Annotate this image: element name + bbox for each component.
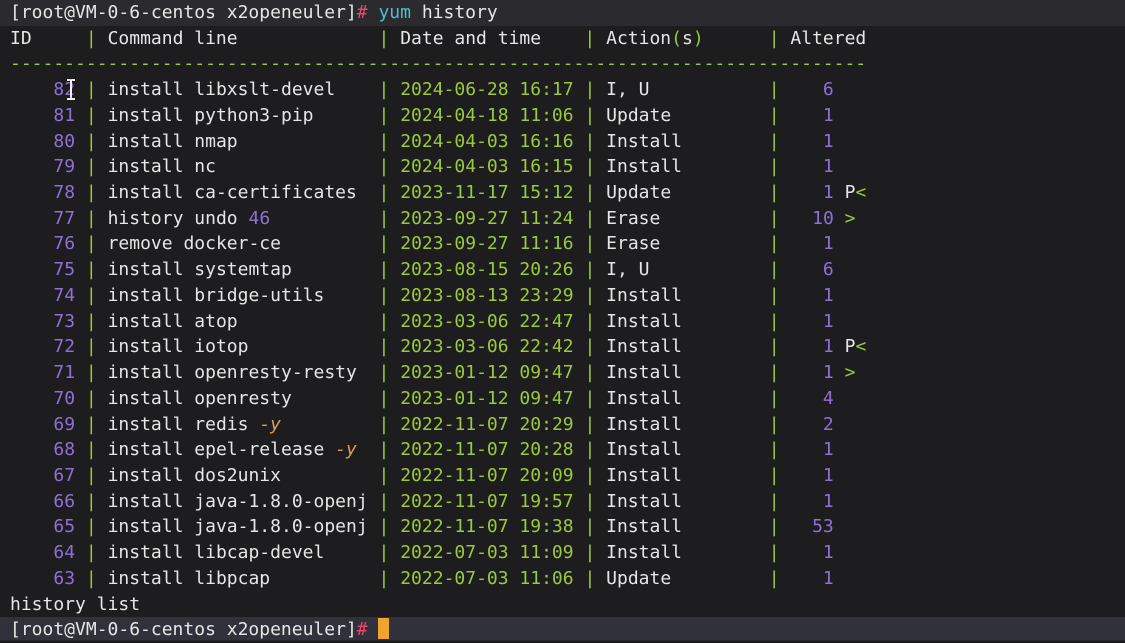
prompt-line-top: [root@VM-0-6-centos x2openeuler]# yum hi… (0, 0, 1125, 26)
history-row-73: 73 | install atop | 2023-03-06 22:47 | I… (53, 310, 834, 332)
history-row-64: 64 | install libcap-devel | 2022-07-03 1… (53, 542, 834, 564)
history-row-66: 66 | install java-1.8.0-openj | 2022-11-… (53, 490, 834, 512)
history-row-76: 76 | remove docker-ce | 2023-09-27 11:16… (53, 233, 834, 255)
history-row-74: 74 | install bridge-utils | 2023-08-13 2… (53, 284, 834, 306)
history-row-80: 80 | install nmap | 2024-04-03 16:16 | I… (53, 130, 834, 152)
history-list-text: history list (10, 593, 141, 615)
table-separator: ----------------------------------------… (10, 53, 867, 75)
history-row-70: 70 | install openresty | 2023-01-12 09:4… (53, 387, 834, 409)
history-row-81: 81 | install python3-pip | 2024-04-18 11… (53, 104, 834, 126)
history-row-78: 78 | install ca-certificates | 2023-11-1… (53, 182, 867, 204)
history-row-65: 65 | install java-1.8.0-openj | 2022-11-… (53, 516, 834, 538)
history-row-67: 67 | install dos2unix | 2022-11-07 20:09… (53, 464, 834, 486)
history-row-79: 79 | install nc | 2024-04-03 16:15 | Ins… (53, 156, 834, 178)
history-row-71: 71 | install openresty-resty | 2023-01-1… (53, 362, 856, 384)
history-row-69: 69 | install redis -y | 2022-11-07 20:29… (53, 413, 834, 435)
history-row-63: 63 | install libpcap | 2022-07-03 11:06 … (53, 567, 834, 589)
history-row-77: 77 | history undo 46 | 2023-09-27 11:24 … (53, 207, 856, 229)
history-row-75: 75 | install systemtap | 2023-08-15 20:2… (53, 259, 834, 281)
history-row-68: 68 | install epel-release -y | 2022-11-0… (53, 439, 834, 461)
prompt-line-bottom: [root@VM-0-6-centos x2openeuler]# (0, 617, 1125, 643)
table-header: ID | Command line | Date and time | Acti… (10, 27, 867, 49)
history-row-72: 72 | install iotop | 2023-03-06 22:42 | … (53, 336, 867, 358)
terminal-block-cursor (378, 617, 390, 639)
history-row-82: 82 | install libxslt-devel | 2024-06-28 … (53, 79, 834, 101)
